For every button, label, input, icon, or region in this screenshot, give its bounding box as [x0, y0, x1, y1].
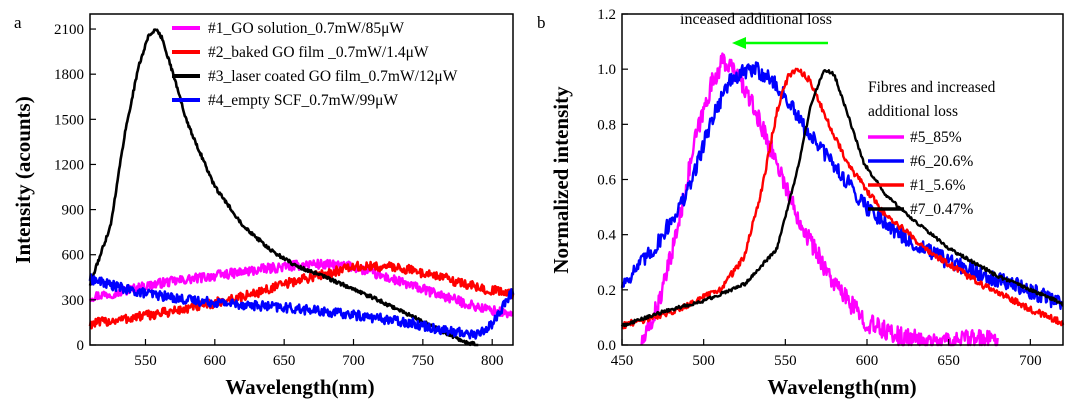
- y-tick-label: 0.4: [597, 228, 616, 244]
- series-line-b-1: [640, 52, 999, 347]
- x-axis-label-b: Wavelength(nm): [767, 375, 916, 399]
- y-tick-label: 0.0: [597, 338, 616, 354]
- series-group-a: [88, 28, 515, 347]
- legend-label-a-1: #1_GO solution_0.7mW/85μW: [208, 20, 404, 37]
- series-line-a-2: [88, 260, 515, 330]
- x-tick-label: 700: [1019, 353, 1042, 369]
- annotation-text: inceased additional loss: [680, 11, 832, 28]
- chart-a: a 550 600 650 700 750 800 0 300 600 900 1200 1500 18…: [11, 13, 515, 399]
- y-tick-label: 0.6: [597, 173, 616, 189]
- series-group-b: [620, 52, 1065, 347]
- y-tick-label: 1200: [54, 157, 84, 173]
- y-tick-label: 0: [77, 338, 85, 354]
- y-tick-label: 600: [62, 248, 85, 264]
- legend-label-b-1: #5_85%: [910, 129, 962, 146]
- y-tick-label: 0.8: [597, 117, 616, 133]
- x-tick-label: 550: [774, 353, 797, 369]
- legend-label-a-3: #3_laser coated GO film_0.7mW/12μW: [208, 68, 458, 85]
- axis-ticks-a: 550 600 650 700 750 800 0 300 600 900 1200 1500 1800…: [54, 22, 503, 369]
- legend-label-a-2: #2_baked GO film _0.7mW/1.4μW: [208, 44, 429, 61]
- x-tick-label: 450: [611, 353, 634, 369]
- x-tick-label: 800: [481, 353, 504, 369]
- legend-a: #1_GO solution_0.7mW/85μW #2_baked GO fil…: [172, 20, 458, 109]
- legend-b: #5_85% #6_20.6% #1_5.6% #7_0.47%: [868, 129, 973, 218]
- x-tick-label: 750: [412, 353, 435, 369]
- series-line-b-2: [620, 61, 1064, 310]
- y-tick-label: 1.2: [597, 7, 616, 23]
- arrow-head: [732, 37, 746, 49]
- y-axis-label-a: Intensity (acounts): [11, 96, 35, 263]
- series-line-b-4: [620, 69, 1064, 328]
- green-arrow-icon: [732, 37, 828, 49]
- y-tick-label: 1500: [54, 112, 84, 128]
- chart-b: b 450 500 550 600 650 700 0.0 0.2 0.4 0.6 0.8 1.0 1.…: [537, 7, 1065, 399]
- y-axis-label-b: Normalized intensity: [549, 86, 573, 274]
- axis-ticks-b: 450 500 550 600 650 700 0.0 0.2 0.4 0.6 0.8 1.0 1.2: [597, 7, 1041, 369]
- y-tick-label: 1.0: [597, 62, 616, 78]
- legend-label-a-4: #4_empty SCF_0.7mW/99μW: [208, 92, 398, 109]
- series-line-a-4: [88, 273, 515, 340]
- panel-label-a: a: [14, 13, 22, 32]
- legend-title-line-2: additional loss: [868, 103, 958, 120]
- y-tick-label: 300: [62, 293, 85, 309]
- panel-label-b: b: [537, 13, 546, 32]
- x-axis-label-a: Wavelength(nm): [225, 375, 374, 399]
- x-tick-label: 650: [937, 353, 960, 369]
- legend-label-b-4: #7_0.47%: [910, 201, 973, 218]
- legend-label-b-3: #1_5.6%: [910, 177, 966, 194]
- x-tick-label: 600: [204, 353, 227, 369]
- legend-title-line-1: Fibres and increased: [868, 79, 996, 96]
- x-tick-label: 550: [134, 353, 157, 369]
- plot-frame-a: [89, 13, 514, 346]
- x-tick-label: 500: [692, 353, 715, 369]
- legend-label-b-2: #6_20.6%: [910, 153, 973, 170]
- x-tick-label: 650: [273, 353, 296, 369]
- y-tick-label: 0.2: [597, 283, 616, 299]
- x-tick-label: 600: [856, 353, 879, 369]
- y-tick-label: 900: [62, 203, 85, 219]
- x-tick-label: 700: [342, 353, 365, 369]
- y-tick-label: 1800: [54, 67, 84, 83]
- y-tick-label: 2100: [54, 22, 84, 38]
